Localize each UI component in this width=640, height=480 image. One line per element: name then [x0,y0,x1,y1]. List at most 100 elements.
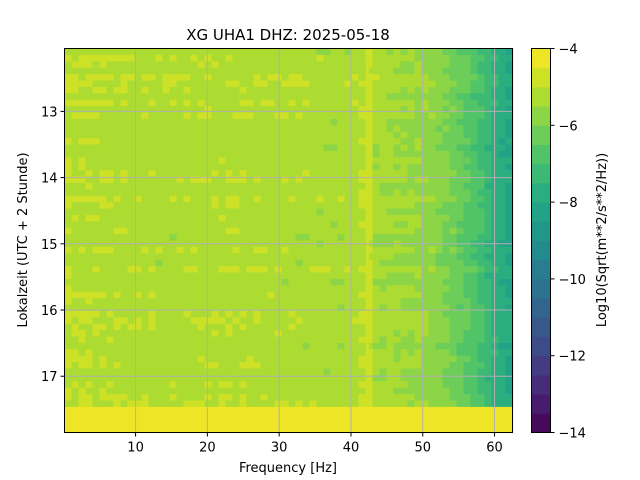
heatmap-cell [379,387,388,395]
heatmap-cell [302,323,311,331]
heatmap-cell [456,144,465,152]
heatmap-cell [491,208,500,216]
heatmap-cell [204,112,213,120]
heatmap-cell [295,246,304,254]
heatmap-cell [99,266,108,274]
heatmap-cell [414,253,423,261]
heatmap-cell [176,394,185,402]
heatmap-cell [491,221,500,229]
heatmap-cell [414,214,423,222]
heatmap-cell [267,310,276,318]
heatmap-cell [421,144,430,152]
heatmap-cell [407,202,416,210]
heatmap-cell [148,112,157,120]
heatmap-cell [134,413,143,421]
heatmap-cell [204,195,213,203]
heatmap-cell [414,118,423,126]
heatmap-cell [442,54,451,62]
heatmap-cell [85,86,94,94]
heatmap-cell [491,426,500,434]
heatmap-cell [141,394,150,402]
heatmap-cell [162,54,171,62]
heatmap-cell [400,394,409,402]
heatmap-cell [218,93,227,101]
heatmap-cell [414,317,423,325]
heatmap-cell [232,285,241,293]
heatmap-cell [92,298,101,306]
heatmap-cell [337,163,346,171]
heatmap-cell [162,48,171,56]
heatmap-cell [197,285,206,293]
heatmap-cell [365,93,374,101]
heatmap-cell [428,342,437,350]
colorbar-tick-label: −4 [559,43,578,58]
colorbar-label: Log10(Sqrt(m**2/s**2/Hz)) [595,153,610,327]
heatmap-cell [463,150,472,158]
heatmap-cell [106,400,115,408]
heatmap-cell [204,310,213,318]
heatmap-cell [232,227,241,235]
heatmap-cell [421,374,430,382]
heatmap-cell [169,349,178,357]
heatmap-cell [64,80,73,88]
heatmap-cell [428,298,437,306]
heatmap-cell [470,221,479,229]
colorbar-band [531,182,551,203]
heatmap-cell [120,54,129,62]
heatmap-cell [470,74,479,82]
heatmap-cell [442,400,451,408]
heatmap-cell [232,298,241,306]
heatmap-cell [162,99,171,107]
heatmap-cell [358,112,367,120]
heatmap-cell [78,291,87,299]
heatmap-cell [463,272,472,280]
heatmap-cell [477,259,486,267]
heatmap-cell [379,125,388,133]
heatmap-cell [379,374,388,382]
heatmap-cell [246,406,255,414]
heatmap-cell [470,413,479,421]
heatmap-cell [162,67,171,75]
heatmap-cell [477,144,486,152]
heatmap-cell [281,323,290,331]
heatmap-cell [442,125,451,133]
heatmap-cell [71,304,80,312]
heatmap-cell [232,74,241,82]
heatmap-cell [267,125,276,133]
heatmap-cell [169,163,178,171]
heatmap-cell [449,157,458,165]
heatmap-cell [365,246,374,254]
heatmap-cell [400,214,409,222]
heatmap-cell [120,285,129,293]
heatmap-cell [491,86,500,94]
heatmap-cell [169,355,178,363]
heatmap-cell [498,368,507,376]
heatmap-cell [169,317,178,325]
heatmap-cell [267,214,276,222]
heatmap-cell [183,138,192,146]
heatmap-cell [197,266,206,274]
heatmap-cell [106,106,115,114]
heatmap-cell [330,285,339,293]
heatmap-cell [414,246,423,254]
heatmap-cell [225,400,234,408]
heatmap-cell [295,112,304,120]
heatmap-cell [330,413,339,421]
heatmap-cell [372,246,381,254]
heatmap-cell [435,413,444,421]
heatmap-cell [505,253,514,261]
heatmap-cell [505,195,514,203]
heatmap-cell [337,298,346,306]
heatmap-cell [456,138,465,146]
heatmap-cell [99,298,108,306]
heatmap-cell [99,61,108,69]
heatmap-cell [92,336,101,344]
heatmap-cell [505,285,514,293]
heatmap-cell [491,54,500,62]
heatmap-cell [428,170,437,178]
heatmap-cell [456,150,465,158]
heatmap-cell [470,112,479,120]
heatmap-cell [232,259,241,267]
heatmap-cell [127,342,136,350]
heatmap-cell [99,67,108,75]
